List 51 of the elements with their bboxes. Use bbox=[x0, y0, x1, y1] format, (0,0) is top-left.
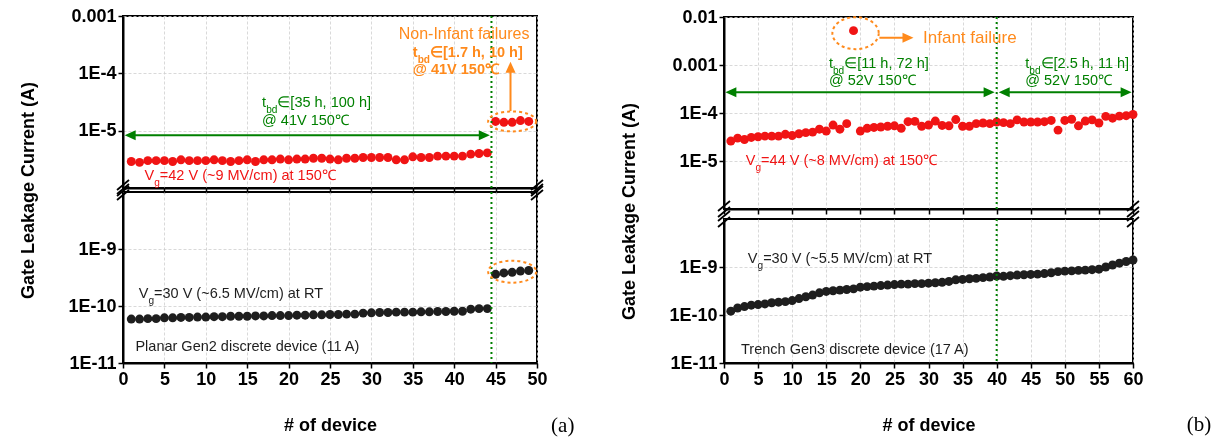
y-tick-label: 1E-4 bbox=[679, 102, 718, 123]
x-tick-label: 60 bbox=[1123, 368, 1144, 389]
text: (a) bbox=[551, 412, 575, 437]
x-tick-label: 30 bbox=[918, 368, 940, 389]
x-tick-label: 35 bbox=[953, 368, 974, 389]
annotation: Trench Gen3 discrete device (17 A) bbox=[741, 340, 969, 357]
x-tick-label: 5 bbox=[753, 368, 764, 389]
annotation: V$_{g}$=30 V (~5.5 MV/cm) at RT bbox=[747, 249, 933, 271]
x-tick-label: 40 bbox=[444, 368, 465, 389]
x-tick-label: 55 bbox=[1089, 368, 1110, 389]
x-tick-label: 50 bbox=[1055, 368, 1076, 389]
x-tick-label: 15 bbox=[237, 368, 258, 389]
y-tick-label: 0.01 bbox=[682, 6, 718, 27]
y-tick-label: 1E-11 bbox=[670, 352, 718, 373]
x-tick-label: 20 bbox=[279, 368, 300, 389]
x-tick-label: 35 bbox=[403, 368, 424, 389]
x-tick-label: 30 bbox=[361, 368, 382, 389]
annotation: V$_{g}$=44 V (~8 MV/cm) at 150℃ bbox=[745, 152, 939, 173]
annotation: V$_{g}$=30 V (~6.5 MV/cm) at RT bbox=[138, 285, 324, 306]
x-tick-label: 10 bbox=[782, 368, 803, 389]
x-tick-label: 10 bbox=[196, 368, 217, 389]
y-tick-label: 0.001 bbox=[672, 54, 718, 75]
text: (b) bbox=[1186, 412, 1212, 437]
x-axis-title: # of device bbox=[882, 414, 976, 435]
y-tick-label: 1E-11 bbox=[69, 352, 117, 373]
x-tick-label: 0 bbox=[118, 368, 129, 389]
x-tick-label: 20 bbox=[850, 368, 871, 389]
y-axis-title: Gate Leakage Current (A) bbox=[618, 102, 639, 321]
y-tick-label: 1E-10 bbox=[669, 304, 718, 325]
y-tick-label: 1E-9 bbox=[679, 256, 718, 277]
x-tick-label: 25 bbox=[884, 368, 905, 389]
y-tick-label: 1E-10 bbox=[68, 295, 117, 316]
x-tick-label: 0 bbox=[719, 368, 730, 389]
y-tick-label: 1E-5 bbox=[78, 120, 117, 141]
y-tick-label: 1E-5 bbox=[679, 150, 718, 171]
annotation: Non-Infant failures bbox=[398, 24, 530, 42]
annotation: Infant failure bbox=[923, 28, 1017, 48]
y-tick-label: 0.001 bbox=[71, 5, 117, 26]
x-tick-label: 25 bbox=[320, 368, 341, 389]
y-axis-title: Gate Leakage Current (A) bbox=[17, 81, 38, 300]
y-tick-label: 1E-4 bbox=[78, 62, 117, 83]
y-tick-label: 1E-9 bbox=[78, 238, 117, 259]
x-tick-label: 50 bbox=[527, 368, 548, 389]
x-axis-title: # of device bbox=[283, 414, 378, 435]
x-tick-label: 15 bbox=[816, 368, 837, 389]
x-tick-label: 45 bbox=[1021, 368, 1042, 389]
x-tick-label: 40 bbox=[987, 368, 1008, 389]
annotation: Planar Gen2 discrete device (11 A) bbox=[135, 338, 360, 355]
annotation: V$_{g}$=42 V (~9 MV/cm) at 150℃ bbox=[144, 167, 337, 188]
x-tick-label: 45 bbox=[486, 368, 507, 389]
x-tick-label: 5 bbox=[159, 368, 170, 389]
